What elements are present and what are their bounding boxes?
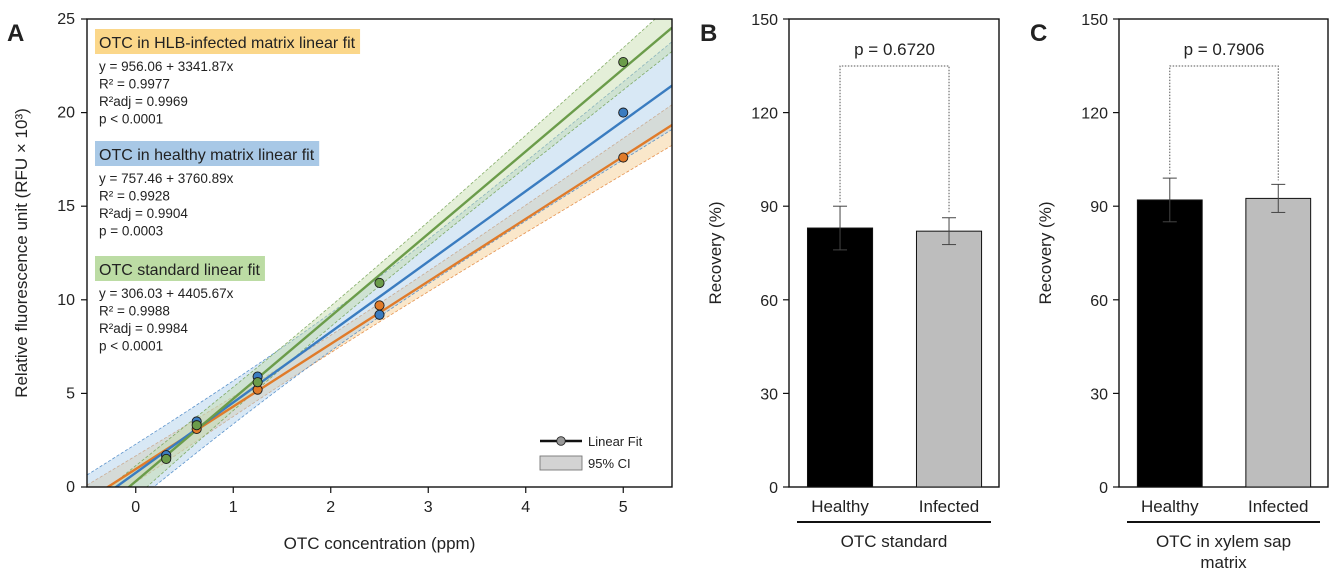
panel-c-y-tick-label-2: 60 [1090,293,1108,310]
panel-c-category-label-1: Infected [1248,497,1309,516]
fit-line-text-2-3: p < 0.0001 [99,339,163,354]
fit-line-text-0-2: R²adj = 0.9969 [99,94,188,109]
panel-c-y-tick-label-4: 120 [1081,106,1108,123]
panel-b-y-axis-title: Recovery (%) [706,202,725,305]
panel-b: 0 30 60 90 120 150 Recovery (%) B Healthy Infecte… [700,12,1000,551]
data-point-1-4 [618,107,629,118]
fit-line-text-2-1: R² = 0.9988 [99,304,170,319]
x-tick-label-3: 3 [424,499,433,516]
panel-b-significance-bracket [839,65,950,214]
panel-b-y-tick-label-3: 90 [760,199,778,216]
x-tick-label-4: 4 [521,499,530,516]
fit-line-1 [114,84,672,487]
data-point-2-3 [374,277,385,289]
x-tick-label-5: 5 [619,499,628,516]
panel-c-bar-1 [1245,197,1312,488]
legend: Linear Fit 95% CI [539,434,643,471]
data-point-2-4 [618,57,629,68]
fit-line-text-0-3: p < 0.0001 [99,112,163,127]
y-tick-label-0: 0 [66,479,75,496]
panel-b-category-label-0: Healthy [811,497,869,516]
panel-a: 0 1 2 3 4 5 0 5 10 15 20 25 OTC concentration (ppm) R… [7,11,673,553]
panel-c-significance-bracket [1169,65,1279,181]
ci-upper-1 [87,41,672,476]
panel-b-y-tick-label-1: 30 [760,386,778,403]
panel-c-y-axis-title: Recovery (%) [1036,202,1055,305]
panel-b-y-tick-label-4: 120 [751,106,778,123]
data-point-2-0 [161,453,172,464]
ci-band-2 [109,19,672,487]
panel-b-bar-1 [915,230,983,488]
x-axis-title: OTC concentration (ppm) [284,534,476,553]
panel-b-category-label-1: Infected [919,497,980,516]
x-tick-label-0: 0 [131,499,140,516]
panel-c-group-label-0: OTC in xylem sap [1156,532,1291,551]
data-point-0-3 [374,300,385,311]
panel-c-y-tick-label-1: 30 [1090,386,1108,403]
fit-line-text-0-1: R² = 0.9977 [99,77,170,92]
fit-title-bg-0 [95,29,361,54]
fit-line-text-1-2: R²adj = 0.9904 [99,206,188,221]
fit-line-text-1-1: R² = 0.9928 [99,189,170,204]
legend-ci-label: 95% CI [588,456,631,471]
panel-b-y-tick-label-5: 150 [751,12,778,29]
fit-line-text-1-0: y = 757.46 + 3760.89x [99,171,234,186]
panel-c-y-tick-label-3: 90 [1090,199,1108,216]
panel-a-plot-area [87,19,672,487]
panel-b-p-value: p = 0.6720 [854,40,935,59]
legend-ci-swatch [539,455,583,471]
data-point-2-1 [191,420,202,431]
panel-c-panel-letter: C [1030,20,1047,47]
panel-c-frame [1118,18,1329,488]
data-point-2-2 [252,377,263,388]
panel-letter: A [7,20,24,47]
fit-line-text-2-2: R²adj = 0.9984 [99,321,188,336]
fit-line-2 [127,26,672,487]
fit-line-text-0-0: y = 956.06 + 3341.87x [99,59,234,74]
ci-lower-0 [128,144,672,487]
panel-b-y-tick-label-0: 0 [769,480,778,497]
fit-line-text-2-0: y = 306.03 + 4405.67x [99,286,234,301]
panel-b-y-tick-label-2: 60 [760,293,778,310]
y-tick-label-3: 15 [57,198,75,215]
data-point-1-3 [374,309,385,320]
fit-title-bg-2 [95,256,265,281]
y-tick-label-2: 10 [57,292,75,309]
ci-lower-2 [146,51,672,487]
data-point-0-4 [618,152,629,163]
y-tick-label-4: 20 [57,105,75,122]
panel-c-group-label-1: matrix [1200,553,1247,572]
panel-b-bar-0 [806,227,874,488]
panel-a-frame [86,18,673,488]
fit-annotation-1: OTC in healthy matrix linear fit y = 757.… [95,141,320,239]
panel-c: 0 30 60 90 120 150 Recovery (%) C Healthy Infecte… [1030,12,1329,572]
fit-title-2: OTC standard linear fit [99,262,261,279]
fit-title-bg-1 [95,141,320,166]
panel-b-frame [788,18,1000,488]
y-axis-title: Relative fluorescence unit (RFU × 10³) [12,108,31,398]
x-tick-label-1: 1 [229,499,238,516]
panel-c-bar-0 [1136,199,1203,488]
y-tick-label-5: 25 [57,11,75,28]
x-tick-label-2: 2 [326,499,335,516]
fit-annotation-0: OTC in HLB-infected matrix linear fit y =… [95,29,361,127]
panel-c-y-tick-label-0: 0 [1099,480,1108,497]
fit-annotation-2: OTC standard linear fit y = 306.03 + 4405… [95,256,265,354]
panel-c-y-tick-label-5: 150 [1081,12,1108,29]
y-tick-label-1: 5 [66,385,75,402]
legend-fit-marker [556,436,566,446]
legend-fit-label: Linear Fit [588,434,643,449]
panel-b-group-label-0: OTC standard [841,532,948,551]
panel-b-panel-letter: B [700,20,717,47]
panel-c-p-value: p = 0.7906 [1184,40,1265,59]
fit-title-1: OTC in healthy matrix linear fit [99,147,315,164]
panel-c-category-label-0: Healthy [1141,497,1199,516]
ci-band-1 [87,41,672,487]
fit-title-0: OTC in HLB-infected matrix linear fit [99,35,356,52]
fit-line-text-1-3: p = 0.0003 [99,224,163,239]
